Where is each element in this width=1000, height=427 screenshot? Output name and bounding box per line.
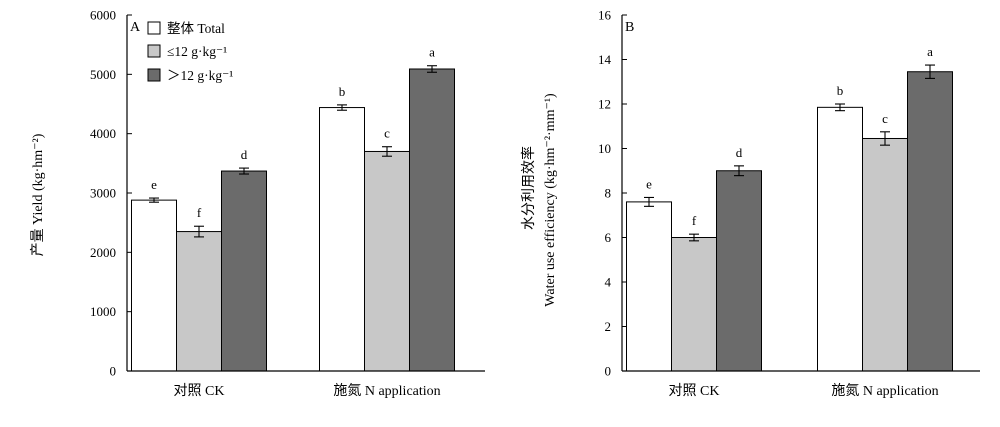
error-bar-a-n-application-gt12 xyxy=(427,65,437,73)
error-bar-a-ck-gt12 xyxy=(239,167,249,175)
bar-b-n-application-total xyxy=(817,106,863,372)
significance-letter-b-n-application-total: b xyxy=(837,83,844,98)
error-bar-b-n-application-gt12 xyxy=(925,64,935,79)
bar-a-ck-le12 xyxy=(176,231,222,372)
panel-label-a: A xyxy=(130,20,141,35)
bar-b-ck-le12 xyxy=(671,237,717,372)
legend-label-gt12: ＞12 g·kg⁻¹ xyxy=(167,68,233,83)
bar-b-n-application-gt12 xyxy=(907,71,953,372)
bar-a-n-application-le12 xyxy=(364,150,410,372)
y-tick-label-b-5: 10 xyxy=(598,141,611,156)
category-label-n-application-a: 施氮 N application xyxy=(333,383,440,399)
plot-area-b: 0 2 4 6 8 10 12 14 16 e b f c d a xyxy=(598,8,953,379)
y-tick-label-b-0: 0 xyxy=(605,364,612,379)
significance-letter-a-ck-gt12: d xyxy=(241,147,248,162)
y-tick-label-b-8: 16 xyxy=(598,8,612,23)
category-label-n-application-b: 施氮 N application xyxy=(831,383,938,399)
legend-swatch-gt12 xyxy=(147,68,161,82)
y-axis-title-b-line2: Water use efficiency (kg·hm⁻²·mm⁻¹) xyxy=(543,93,558,307)
error-bar-b-n-application-total xyxy=(835,103,845,112)
y-tick-label-a-3: 3000 xyxy=(90,186,116,201)
error-bar-b-ck-total xyxy=(644,196,654,207)
y-tick-label-b-7: 14 xyxy=(598,52,612,67)
legend: 整体 Total ≤12 g·kg⁻¹ ＞12 g·kg⁻¹ xyxy=(147,21,233,83)
error-bar-a-n-application-total xyxy=(337,104,347,111)
bar-b-n-application-le12 xyxy=(862,137,908,372)
y-tick-label-b-2: 4 xyxy=(605,275,612,290)
panel-a: 产量 Yield (kg·hm⁻²) 0 1000 2000 3000 4000 5000… xyxy=(30,8,485,399)
plot-area-a: 0 1000 2000 3000 4000 5000 6000 e b f c d a xyxy=(90,8,455,379)
error-bar-b-n-application-le12 xyxy=(880,131,890,146)
error-bar-a-ck-le12 xyxy=(194,225,204,238)
y-tick-label-a-4: 4000 xyxy=(90,126,116,141)
y-tick-label-a-5: 5000 xyxy=(90,67,116,82)
y-tick-label-a-0: 0 xyxy=(110,364,117,379)
bar-a-n-application-gt12 xyxy=(409,68,455,372)
legend-label-total: 整体 Total xyxy=(167,21,225,36)
legend-item-gt12: ＞12 g·kg⁻¹ xyxy=(147,68,233,83)
y-tick-label-b-3: 6 xyxy=(605,230,612,245)
bar-a-n-application-total xyxy=(319,107,365,372)
panel-b: 水分利用效率 Water use efficiency (kg·hm⁻²·mm⁻… xyxy=(520,8,980,399)
y-axis-title-a: 产量 Yield (kg·hm⁻²) xyxy=(30,133,46,256)
significance-letter-b-ck-gt12: d xyxy=(736,145,743,160)
legend-label-le12: ≤12 g·kg⁻¹ xyxy=(167,44,227,59)
bar-b-ck-gt12 xyxy=(716,170,762,372)
bar-b-ck-total xyxy=(626,201,672,372)
category-label-ck-b: 对照 CK xyxy=(669,383,720,399)
y-tick-label-b-6: 12 xyxy=(598,97,611,112)
y-tick-label-a-6: 6000 xyxy=(90,8,116,23)
legend-item-total: 整体 Total xyxy=(147,21,225,36)
significance-letter-a-ck-le12: f xyxy=(197,205,202,220)
y-tick-label-b-1: 2 xyxy=(605,319,612,334)
legend-item-le12: ≤12 g·kg⁻¹ xyxy=(147,44,227,59)
legend-swatch-le12 xyxy=(147,44,161,58)
panel-label-b: B xyxy=(625,20,634,35)
y-tick-label-b-4: 8 xyxy=(605,186,612,201)
legend-swatch-total xyxy=(147,21,161,35)
significance-letter-b-ck-total: e xyxy=(646,176,652,191)
significance-letter-b-ck-le12: f xyxy=(692,213,697,228)
error-bar-a-ck-total xyxy=(149,197,159,203)
error-bar-a-n-application-le12 xyxy=(382,146,392,157)
significance-letter-b-n-application-gt12: a xyxy=(927,44,933,59)
significance-letter-a-ck-total: e xyxy=(151,177,157,192)
significance-letter-a-n-application-le12: c xyxy=(384,126,390,141)
y-axis-title-b-line1: 水分利用效率 xyxy=(520,146,537,230)
category-label-ck-a: 对照 CK xyxy=(174,383,225,399)
y-tick-label-a-2: 2000 xyxy=(90,245,116,260)
error-bar-b-ck-le12 xyxy=(689,233,699,242)
y-tick-label-a-1: 1000 xyxy=(90,304,116,319)
bar-a-ck-total xyxy=(131,199,177,372)
significance-letter-a-n-application-total: b xyxy=(339,84,346,99)
bar-a-ck-gt12 xyxy=(221,170,267,372)
significance-letter-a-n-application-gt12: a xyxy=(429,45,435,60)
significance-letter-b-n-application-le12: c xyxy=(882,111,888,126)
error-bar-b-ck-gt12 xyxy=(734,165,744,177)
